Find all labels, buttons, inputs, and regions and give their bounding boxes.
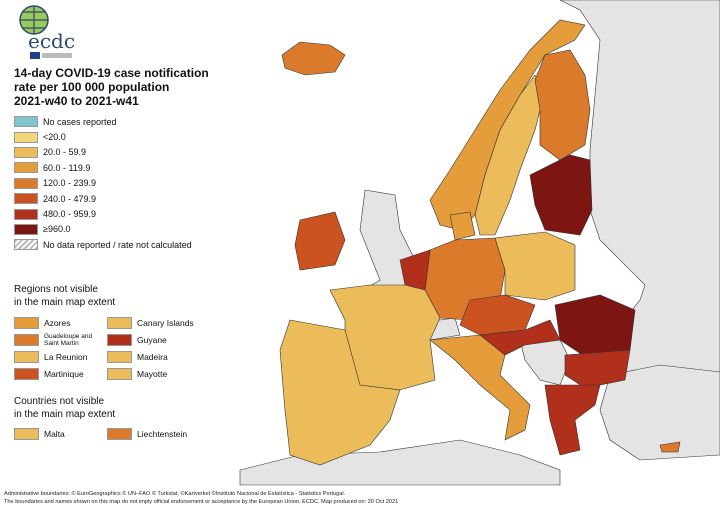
italy bbox=[429, 334, 531, 441]
legend-item: ≥960.0 bbox=[14, 222, 192, 237]
ecdc-logo: ecdc bbox=[19, 5, 75, 59]
legend-item: 120.0 - 239.9 bbox=[14, 176, 192, 191]
legend-label: 60.0 - 119.9 bbox=[43, 162, 91, 173]
svg-text:ecdc: ecdc bbox=[28, 29, 75, 53]
regions-heading-2: in the main map extent bbox=[14, 297, 116, 308]
regions-item: Mayotte bbox=[107, 367, 227, 381]
legend-swatch bbox=[14, 131, 38, 143]
legend-swatch bbox=[14, 193, 38, 205]
legend-item: 240.0 - 479.9 bbox=[14, 191, 192, 206]
finland bbox=[534, 49, 591, 161]
regions-heading-1: Regions not visible bbox=[14, 284, 98, 295]
regions-label: Martinique bbox=[44, 369, 84, 379]
legend: No cases reported <20.0 20.0 - 59.9 60.0 - … bbox=[14, 114, 192, 253]
regions-label: Guadeloupe and Saint Martin bbox=[44, 333, 93, 347]
legend-swatch bbox=[107, 317, 132, 329]
legend-label: ≥960.0 bbox=[43, 224, 71, 235]
title-line-3: 2021-w40 to 2021-w41 bbox=[14, 94, 139, 108]
footer: Administrative boundaries: © EuroGeograp… bbox=[4, 490, 398, 506]
countries-heading-1: Countries not visible bbox=[14, 396, 105, 407]
legend-swatch bbox=[14, 162, 38, 174]
legend-swatch bbox=[14, 223, 38, 235]
regions-item: Martinique bbox=[14, 367, 107, 381]
footer-line-2: The boundaries and names shown on this m… bbox=[4, 499, 399, 505]
regions-label: La Reunion bbox=[44, 352, 88, 362]
legend-label: 480.0 - 959.9 bbox=[43, 209, 97, 220]
legend-item: No cases reported bbox=[14, 114, 192, 129]
regions-item: La Reunion bbox=[14, 350, 107, 364]
legend-label: No cases reported bbox=[43, 116, 117, 127]
legend-swatch bbox=[14, 177, 38, 189]
legend-item: 60.0 - 119.9 bbox=[14, 160, 192, 175]
title-line-2: rate per 100 000 population bbox=[14, 80, 170, 94]
legend-swatch bbox=[107, 368, 132, 380]
regions-item: Canary Islands bbox=[107, 316, 227, 330]
countries-label: Malta bbox=[44, 429, 65, 439]
legend-item: <20.0 bbox=[14, 129, 192, 144]
legend-swatch bbox=[14, 239, 38, 251]
regions-label: Canary Islands bbox=[137, 318, 194, 328]
legend-item: 20.0 - 59.9 bbox=[14, 145, 192, 160]
legend-label: 120.0 - 239.9 bbox=[43, 178, 97, 189]
countries-label: Liechtenstein bbox=[137, 429, 188, 439]
regions-label: Madeira bbox=[137, 352, 168, 362]
iceland bbox=[281, 41, 346, 76]
legend-swatch bbox=[14, 317, 39, 329]
legend-label: 240.0 - 479.9 bbox=[43, 193, 97, 204]
legend-swatch bbox=[14, 116, 38, 128]
regions-item: Madeira bbox=[107, 350, 227, 364]
regions-label: Azores bbox=[44, 318, 71, 328]
regions-legend: Azores Canary Islands Guadeloupe and Saint… bbox=[14, 316, 227, 381]
countries-item: Malta bbox=[14, 427, 107, 441]
countries-legend: Malta Liechtenstein bbox=[14, 427, 227, 441]
legend-item: 480.0 - 959.9 bbox=[14, 206, 192, 221]
legend-swatch bbox=[107, 351, 132, 363]
regions-item: Azores bbox=[14, 316, 107, 330]
poland bbox=[494, 231, 576, 301]
greece bbox=[544, 384, 601, 456]
countries-item: Liechtenstein bbox=[107, 427, 227, 441]
czech-austria bbox=[459, 294, 536, 336]
legend-label: No data reported / rate not calculated bbox=[43, 239, 192, 250]
legend-swatch bbox=[14, 368, 39, 380]
regions-item: Guadeloupe and Saint Martin bbox=[14, 333, 107, 347]
turkey bbox=[599, 364, 720, 461]
denmark bbox=[449, 211, 476, 241]
map-title: 14-day COVID-19 case notification rate p… bbox=[14, 66, 209, 108]
regions-label: Guyane bbox=[137, 335, 167, 345]
legend-swatch bbox=[14, 334, 39, 346]
legend-item: No data reported / rate not calculated bbox=[14, 237, 192, 252]
title-line-1: 14-day COVID-19 case notification bbox=[14, 66, 209, 80]
cyprus bbox=[659, 441, 681, 453]
bulgaria bbox=[564, 349, 631, 389]
legend-label: 20.0 - 59.9 bbox=[43, 147, 87, 158]
footer-line-1: Administrative boundaries: © EuroGeograp… bbox=[4, 491, 346, 497]
legend-swatch bbox=[14, 428, 39, 440]
regions-item: Guyane bbox=[107, 333, 227, 347]
regions-heading: Regions not visible in the main map exte… bbox=[14, 283, 115, 309]
countries-heading: Countries not visible in the main map ex… bbox=[14, 395, 115, 421]
baltics bbox=[529, 154, 593, 236]
legend-swatch bbox=[107, 334, 132, 346]
legend-swatch bbox=[14, 146, 38, 158]
legend-label: <20.0 bbox=[43, 132, 66, 143]
legend-swatch bbox=[107, 428, 132, 440]
iberia bbox=[279, 319, 401, 466]
regions-label: Mayotte bbox=[137, 369, 168, 379]
legend-swatch bbox=[14, 351, 39, 363]
north-africa bbox=[239, 439, 561, 486]
legend-swatch bbox=[14, 208, 38, 220]
ireland bbox=[294, 211, 346, 271]
countries-heading-2: in the main map extent bbox=[14, 409, 116, 420]
